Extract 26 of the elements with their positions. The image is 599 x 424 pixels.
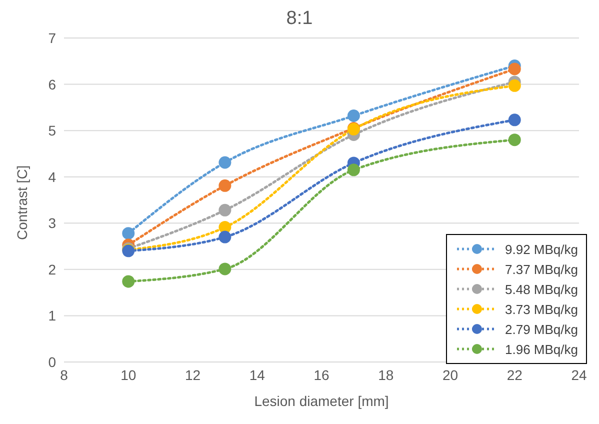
x-tick-label: 18 bbox=[378, 366, 394, 383]
legend-label: 3.73 MBq/kg bbox=[505, 302, 578, 316]
legend-label: 5.48 MBq/kg bbox=[505, 282, 578, 296]
x-tick-label: 22 bbox=[506, 366, 523, 383]
y-tick-label: 5 bbox=[48, 122, 56, 139]
x-tick-label: 14 bbox=[249, 366, 266, 383]
y-tick-label: 7 bbox=[48, 30, 56, 46]
legend-label: 2.79 MBq/kg bbox=[505, 322, 578, 336]
y-tick-label: 3 bbox=[48, 215, 56, 232]
y-tick-label: 6 bbox=[48, 76, 56, 92]
x-tick-label: 16 bbox=[314, 366, 330, 383]
y-tick-label: 2 bbox=[48, 261, 56, 278]
x-tick-label: 20 bbox=[442, 366, 458, 383]
y-tick-label: 1 bbox=[48, 308, 56, 324]
chart-title: 8:1 bbox=[286, 8, 313, 29]
y-tick-label: 4 bbox=[48, 168, 56, 185]
legend-label: 1.96 MBq/kg bbox=[505, 342, 578, 356]
x-axis-title: Lesion diameter [mm] bbox=[254, 393, 389, 409]
x-tick-label: 12 bbox=[184, 366, 201, 383]
y-tick-label: 0 bbox=[48, 354, 56, 370]
legend-label: 9.92 MBq/kg bbox=[505, 242, 578, 256]
y-axis-title: Contrast [C] bbox=[14, 165, 30, 240]
legend-label: 7.37 MBq/kg bbox=[505, 262, 578, 276]
x-tick-label: 10 bbox=[120, 366, 136, 383]
x-tick-label: 8 bbox=[60, 366, 68, 383]
x-tick-label: 24 bbox=[571, 366, 587, 383]
